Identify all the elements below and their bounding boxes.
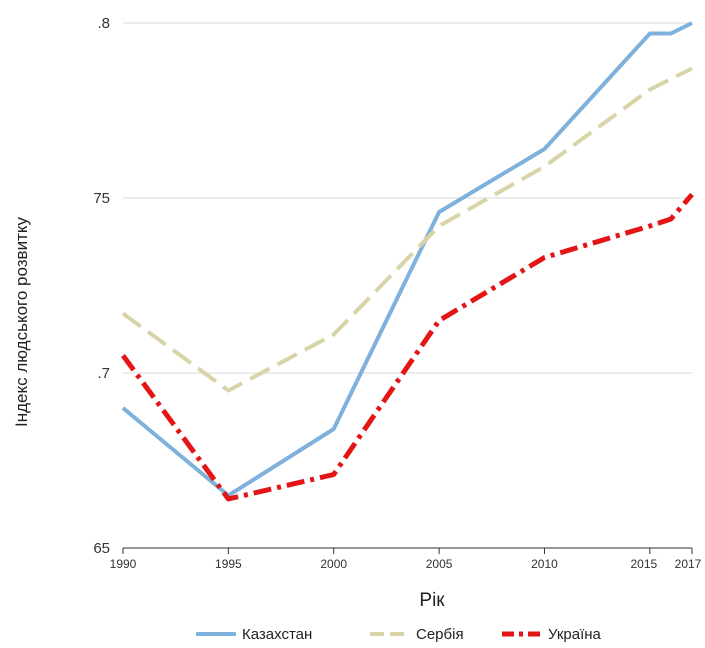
- x-tick-label: 2005: [426, 557, 453, 571]
- x-tick-label: 2017: [675, 557, 702, 571]
- legend-label: Україна: [548, 626, 602, 643]
- axes: 65 .7 75 .8 1990 1995 2000 2005 2010 2015 2017: [93, 15, 701, 571]
- x-tick-label: 2000: [320, 557, 347, 571]
- y-tick-label: .7: [97, 365, 110, 382]
- x-tick-label: 1990: [110, 557, 137, 571]
- legend-label: Казахстан: [242, 626, 312, 643]
- y-tick-label: .8: [97, 15, 110, 32]
- gridlines: [123, 22, 692, 374]
- x-tick-label: 2015: [631, 557, 658, 571]
- x-tick-label: 1995: [215, 557, 242, 571]
- y-axis-label: Індекс людського розвитку: [12, 217, 31, 427]
- series-line-2: [121, 66, 693, 393]
- x-tick-label: 2010: [531, 557, 558, 571]
- legend-label: Сербія: [416, 626, 464, 643]
- series-line-3: [120, 192, 694, 502]
- x-axis-label: Рік: [419, 590, 445, 611]
- legend: Казахстан Сербія Україна: [196, 626, 602, 643]
- series-line-1: [121, 21, 693, 498]
- series-lines: [120, 21, 694, 502]
- y-tick-label: 75: [93, 190, 110, 207]
- y-tick-label: 65: [93, 540, 110, 557]
